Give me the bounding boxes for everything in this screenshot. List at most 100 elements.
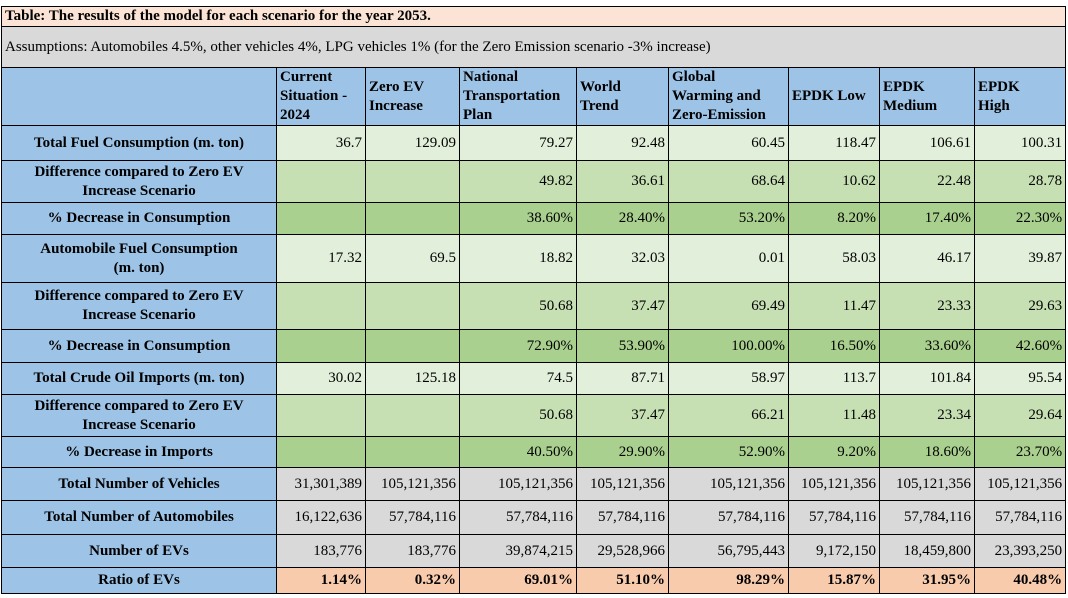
column-header-line: National [463, 69, 519, 85]
value-cell: 87.71 [576, 362, 669, 395]
row-label-line: Total Number of Automobiles [44, 509, 234, 525]
value-cell: 17.32 [276, 234, 366, 283]
column-header-line: Plan [463, 107, 493, 123]
value-cell: 37.47 [576, 394, 669, 437]
value-cell: 57,784,116 [459, 500, 577, 535]
column-header-line: EPDK [883, 78, 925, 95]
column-header-line: Warming and [672, 88, 761, 104]
row-label: Difference compared to Zero EV Increase S… [1, 282, 277, 330]
value-cell: 18.82 [459, 234, 577, 283]
value-cell: 105,121,356 [668, 467, 789, 501]
table-row: Automobile Fuel Consumption (m. ton) 17.32… [1, 234, 1067, 283]
value-cell: 10.62 [788, 160, 880, 203]
table-row: Difference compared to Zero EV Increase S… [1, 282, 1067, 330]
value-cell: 23.33 [879, 282, 975, 330]
value-cell: 40.48% [973, 567, 1067, 594]
value-cell: 183,776 [276, 534, 366, 568]
row-label-line: Increase Scenario [82, 182, 196, 199]
row-label: Total Fuel Consumption (m. ton) [1, 125, 277, 161]
column-header-line: 2024 [280, 107, 310, 123]
column-header: World Trend [576, 67, 669, 126]
row-label-line: Difference compared to Zero EV [34, 288, 244, 304]
column-header-line: Situation - [280, 88, 348, 104]
row-label-line: Number of EVs [89, 542, 189, 559]
row-label: Difference compared to Zero EV Increase S… [1, 394, 277, 437]
row-label: % Decrease in Consumption [1, 202, 277, 235]
value-cell [365, 394, 460, 437]
column-header-line: EPDK [978, 78, 1020, 95]
value-cell: 79.27 [459, 125, 577, 161]
table-row: Total Crude Oil Imports (m. ton) 30.02 125… [1, 362, 1067, 395]
value-cell: 72.90% [459, 329, 577, 363]
value-cell: 22.48 [879, 160, 975, 203]
table-row: Difference compared to Zero EV Increase S… [1, 394, 1067, 437]
column-header: Zero EV Increase [365, 67, 460, 126]
value-cell: 105,121,356 [576, 467, 669, 501]
row-label: % Decrease in Imports [1, 436, 277, 468]
value-cell: 118.47 [788, 125, 880, 161]
value-cell: 32.03 [576, 234, 669, 283]
value-cell: 57,784,116 [365, 500, 460, 535]
row-label-line: Total Fuel Consumption (m. ton) [34, 134, 244, 151]
column-header-line: Zero EV [369, 78, 425, 95]
results-table: Table: The results of the model for each… [0, 6, 1067, 594]
value-cell: 51.10% [576, 567, 669, 594]
results-table-container: Table: The results of the model for each… [0, 6, 1067, 594]
value-cell: 57,784,116 [668, 500, 789, 535]
value-cell: 113.7 [788, 362, 880, 395]
table-row: Total Number of Automobiles 16,122,636 57,… [1, 500, 1067, 535]
row-label-line: % Decrease in Consumption [47, 210, 231, 226]
column-header-line: Transportation [463, 88, 561, 104]
row-label-line: Total Number of Vehicles [58, 475, 220, 492]
assumptions-note: Assumptions: Automobiles 4.5%, other veh… [0, 26, 1067, 68]
value-cell [276, 329, 366, 363]
value-cell: 57,784,116 [973, 500, 1067, 535]
value-cell [365, 436, 460, 468]
table-row: Total Fuel Consumption (m. ton) 36.7 129.0… [1, 125, 1067, 161]
value-cell: 49.82 [459, 160, 577, 203]
column-header-line: EPDK Low [792, 88, 866, 104]
row-label-line: Total Crude Oil Imports (m. ton) [33, 370, 245, 386]
row-label: Ratio of EVs [1, 567, 277, 594]
value-cell: 22.30% [973, 202, 1067, 235]
value-cell [365, 202, 460, 235]
row-label-line: Ratio of EVs [98, 572, 180, 588]
value-cell: 23.70% [973, 436, 1067, 468]
value-cell [276, 394, 366, 437]
value-cell [276, 436, 366, 468]
value-cell: 69.5 [365, 234, 460, 283]
value-cell: 56,795,443 [668, 534, 789, 568]
value-cell: 33.60% [879, 329, 975, 363]
value-cell: 16,122,636 [276, 500, 366, 535]
column-header-line: Global [672, 69, 716, 85]
row-label: Total Number of Vehicles [1, 467, 277, 501]
value-cell: 101.84 [879, 362, 975, 395]
value-cell: 92.48 [576, 125, 669, 161]
value-cell [276, 202, 366, 235]
column-header-line: Trend [580, 97, 619, 114]
column-header: EPDK Medium [879, 67, 975, 126]
row-label: Automobile Fuel Consumption (m. ton) [1, 234, 277, 283]
value-cell: 68.64 [668, 160, 789, 203]
table-row: % Decrease in Consumption 72.90% 53.90% 100… [1, 329, 1067, 363]
column-header-line: Zero-Emission [672, 107, 766, 123]
value-cell: 37.47 [576, 282, 669, 330]
value-cell: 53.20% [668, 202, 789, 235]
table-row: % Decrease in Consumption 38.60% 28.40% 53.… [1, 202, 1067, 235]
value-cell: 40.50% [459, 436, 577, 468]
value-cell: 106.61 [879, 125, 975, 161]
value-cell: 57,784,116 [879, 500, 975, 535]
row-label-line: Increase Scenario [82, 416, 196, 433]
value-cell: 31,301,389 [276, 467, 366, 501]
row-label: Total Number of Automobiles [1, 500, 277, 535]
value-cell: 29,528,966 [576, 534, 669, 568]
value-cell [276, 160, 366, 203]
value-cell: 17.40% [879, 202, 975, 235]
value-cell: 28.40% [576, 202, 669, 235]
value-cell: 38.60% [459, 202, 577, 235]
value-cell: 0.32% [365, 567, 460, 594]
value-cell: 23.34 [879, 394, 975, 437]
value-cell: 69.01% [459, 567, 577, 594]
row-label-line: (m. ton) [113, 259, 165, 276]
value-cell: 100.00% [668, 329, 789, 363]
